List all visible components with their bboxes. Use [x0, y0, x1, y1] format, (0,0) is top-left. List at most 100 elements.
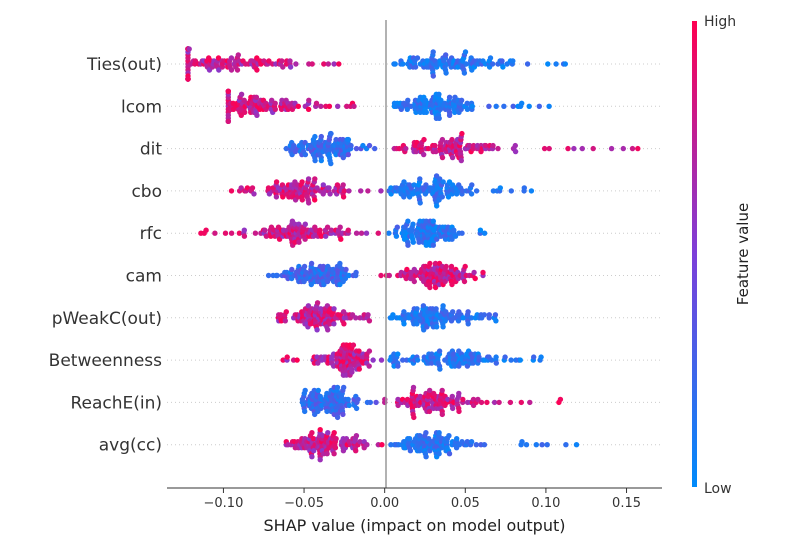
feature-label: pWeakC(out)	[52, 309, 162, 329]
shap-point	[528, 188, 535, 194]
shap-point	[446, 433, 452, 439]
shap-point	[320, 182, 326, 188]
shap-point	[436, 348, 443, 354]
shap-point	[331, 321, 337, 327]
shap-point	[417, 176, 423, 182]
colorbar-low-label: Low	[704, 481, 732, 497]
shap-point	[307, 321, 314, 327]
shap-point	[404, 266, 410, 273]
x-tick-label: 0.10	[531, 496, 560, 511]
shap-point	[445, 194, 452, 200]
shap-point	[345, 396, 351, 403]
shap-point	[483, 142, 489, 149]
shap-point	[536, 103, 542, 110]
shap-point	[366, 318, 373, 324]
shap-point	[265, 272, 272, 279]
shap-point	[410, 221, 416, 227]
shap-point	[317, 227, 323, 233]
shap-point	[423, 454, 429, 460]
shap-point	[439, 136, 446, 143]
shap-point	[512, 148, 519, 155]
shap-point	[523, 442, 530, 448]
shap-point	[341, 321, 347, 327]
shap-point	[481, 312, 487, 318]
shap-point	[353, 269, 359, 276]
shap-point	[629, 145, 636, 152]
shap-point	[527, 399, 533, 406]
shap-point	[265, 185, 272, 191]
shap-point	[331, 306, 337, 312]
shap-point	[340, 411, 346, 418]
feature-label: avg(cc)	[99, 436, 162, 456]
shap-point	[475, 396, 481, 403]
shap-point	[472, 275, 478, 282]
shap-point	[203, 227, 209, 233]
shap-point	[353, 405, 360, 412]
shap-point	[278, 312, 284, 318]
shap-point	[308, 260, 315, 267]
shap-point	[412, 64, 419, 70]
shap-point	[405, 218, 411, 224]
shap-point	[460, 396, 466, 403]
shap-point	[228, 55, 235, 61]
shap-point	[310, 436, 317, 442]
shap-point	[283, 309, 289, 315]
shap-point	[375, 230, 381, 236]
shap-point	[533, 442, 539, 448]
shap-point	[434, 324, 440, 330]
shap-point	[314, 300, 321, 306]
shap-point	[323, 233, 329, 239]
shap-point	[443, 263, 449, 270]
shap-point	[608, 145, 615, 152]
shap-point	[553, 61, 559, 67]
shap-point	[328, 130, 334, 137]
shap-point	[526, 103, 532, 110]
shap-point	[430, 218, 436, 224]
shap-point	[427, 284, 433, 291]
shap-point	[356, 366, 362, 372]
shap-point	[445, 396, 451, 403]
shap-point	[331, 363, 337, 369]
shap-point	[531, 354, 537, 360]
shap-point	[234, 67, 241, 73]
shap-point	[280, 64, 286, 70]
shap-point	[563, 442, 569, 448]
shap-point	[348, 142, 354, 149]
shap-point	[518, 399, 524, 406]
shap-point	[443, 70, 449, 76]
shap-point	[365, 188, 371, 194]
shap-point	[363, 230, 370, 236]
shap-point	[378, 272, 384, 279]
shap-point	[333, 136, 339, 143]
shap-point	[458, 97, 465, 104]
shap-point	[391, 363, 397, 369]
shap-point	[325, 61, 331, 67]
shap-point	[500, 64, 506, 70]
shap-point	[313, 100, 320, 107]
colorbar	[692, 21, 697, 487]
shap-point	[325, 327, 331, 333]
shap-point	[321, 281, 327, 288]
shap-point	[461, 278, 468, 285]
shap-point	[423, 218, 429, 224]
shap-point	[273, 179, 280, 185]
shap-point	[401, 179, 407, 185]
shap-point	[519, 439, 525, 445]
shap-point	[462, 263, 468, 270]
shap-point	[253, 94, 260, 101]
shap-point	[459, 230, 465, 236]
shap-point	[379, 442, 385, 448]
shap-point	[414, 357, 421, 363]
shap-point	[308, 281, 314, 288]
feature-label: cbo	[131, 182, 162, 202]
shap-point	[437, 176, 443, 182]
shap-point	[238, 185, 244, 191]
shap-point	[417, 200, 423, 206]
shap-point	[484, 399, 490, 406]
shap-point	[469, 182, 475, 188]
x-tick-label: −0.10	[204, 496, 244, 511]
shap-point	[451, 351, 457, 357]
shap-point	[449, 236, 455, 242]
shap-point	[244, 185, 251, 191]
shap-point	[464, 100, 470, 107]
